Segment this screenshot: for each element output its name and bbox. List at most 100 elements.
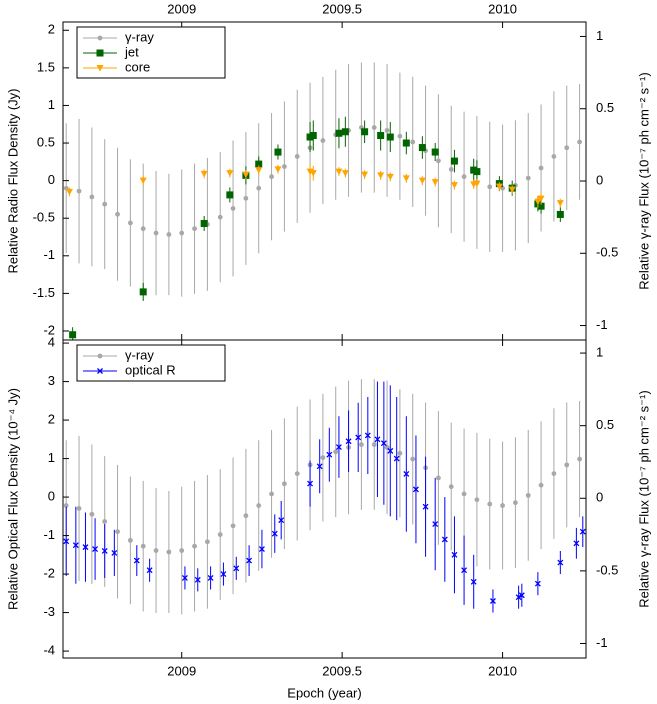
legend-label: core xyxy=(125,59,150,74)
point xyxy=(101,548,108,554)
legend-marker xyxy=(96,65,104,72)
point xyxy=(403,471,410,477)
x-tick-label: 2010 xyxy=(488,1,517,16)
point xyxy=(307,480,314,487)
point xyxy=(345,438,352,445)
y-tick-label: 4 xyxy=(48,335,55,350)
point xyxy=(69,331,77,339)
plot-area xyxy=(63,379,586,615)
point xyxy=(200,170,208,178)
point xyxy=(556,210,564,218)
point xyxy=(333,449,339,455)
point xyxy=(179,548,185,553)
point xyxy=(436,475,441,481)
point xyxy=(537,195,545,203)
point xyxy=(217,214,223,220)
point xyxy=(387,447,394,454)
y-tick-label: -3 xyxy=(43,604,55,619)
point xyxy=(278,517,285,524)
point xyxy=(487,184,493,190)
point xyxy=(166,549,172,555)
point xyxy=(76,506,82,511)
point xyxy=(470,578,477,585)
y-tick-label: -4 xyxy=(43,643,55,658)
x-tick-label: 2009.5 xyxy=(322,1,362,16)
y2-tick-label: 1 xyxy=(596,28,603,43)
point xyxy=(358,442,364,447)
frame xyxy=(62,339,587,659)
point xyxy=(557,559,564,566)
point xyxy=(461,491,467,497)
point xyxy=(489,598,496,604)
y2-tick-label: 1 xyxy=(596,345,603,360)
point xyxy=(473,168,481,176)
point xyxy=(127,537,133,543)
point xyxy=(436,158,441,164)
point xyxy=(538,165,544,171)
point xyxy=(374,436,381,443)
point xyxy=(92,546,99,553)
point xyxy=(431,179,439,186)
legend-marker xyxy=(97,35,103,41)
point xyxy=(361,128,369,136)
legend-label: jet xyxy=(124,44,139,59)
point xyxy=(233,565,240,572)
point xyxy=(309,170,317,177)
x-tick-label: 2010 xyxy=(488,663,517,678)
point xyxy=(371,442,377,447)
point xyxy=(139,288,147,296)
point xyxy=(448,167,454,172)
x-axis-label: Epoch (year) xyxy=(287,685,361,700)
point xyxy=(316,463,323,470)
point xyxy=(192,226,197,232)
plot-area xyxy=(63,62,582,340)
point xyxy=(181,574,188,581)
point xyxy=(139,177,147,185)
point xyxy=(364,432,371,439)
y-tick-label: -1 xyxy=(43,247,55,262)
point xyxy=(274,148,282,156)
y-tick-label: 3 xyxy=(48,373,55,388)
point xyxy=(500,503,505,508)
point xyxy=(269,174,274,180)
point xyxy=(551,471,557,476)
point xyxy=(380,440,387,447)
point xyxy=(256,503,262,508)
y2-axis-label: Relative γ-ray Flux (10⁻⁷ ph cm⁻² s⁻¹) xyxy=(636,390,651,607)
point xyxy=(461,567,468,574)
legend-label: optical R xyxy=(125,362,176,377)
y2-tick-label: -0.5 xyxy=(596,245,618,260)
y2-axis-label: Relative γ-ray Flux (10⁻⁷ ph cm⁻² s⁻¹) xyxy=(636,72,651,289)
point xyxy=(194,576,201,583)
point xyxy=(451,551,458,558)
point xyxy=(255,160,263,168)
point xyxy=(230,206,236,211)
point xyxy=(242,171,250,179)
point xyxy=(89,511,95,517)
point xyxy=(412,486,419,493)
point xyxy=(393,455,400,462)
point xyxy=(76,188,82,194)
y-tick-label: 1 xyxy=(48,97,55,112)
point xyxy=(111,549,118,556)
point xyxy=(217,532,223,537)
y-tick-label: 0 xyxy=(48,172,55,187)
point xyxy=(448,484,454,490)
point xyxy=(525,492,531,498)
point xyxy=(386,173,394,181)
point xyxy=(431,148,439,156)
point xyxy=(397,133,403,139)
point xyxy=(274,166,282,173)
y2-tick-label: 0.5 xyxy=(596,417,614,432)
point xyxy=(361,171,369,179)
point xyxy=(377,132,385,140)
point xyxy=(441,536,448,543)
point xyxy=(255,167,263,174)
y-axis-label: Relative Optical Flux Density (10⁻⁴ Jy) xyxy=(5,388,20,610)
point xyxy=(294,154,300,159)
point xyxy=(192,543,197,549)
point xyxy=(335,168,343,176)
point xyxy=(281,481,287,487)
y2-tick-label: 0 xyxy=(596,490,603,505)
